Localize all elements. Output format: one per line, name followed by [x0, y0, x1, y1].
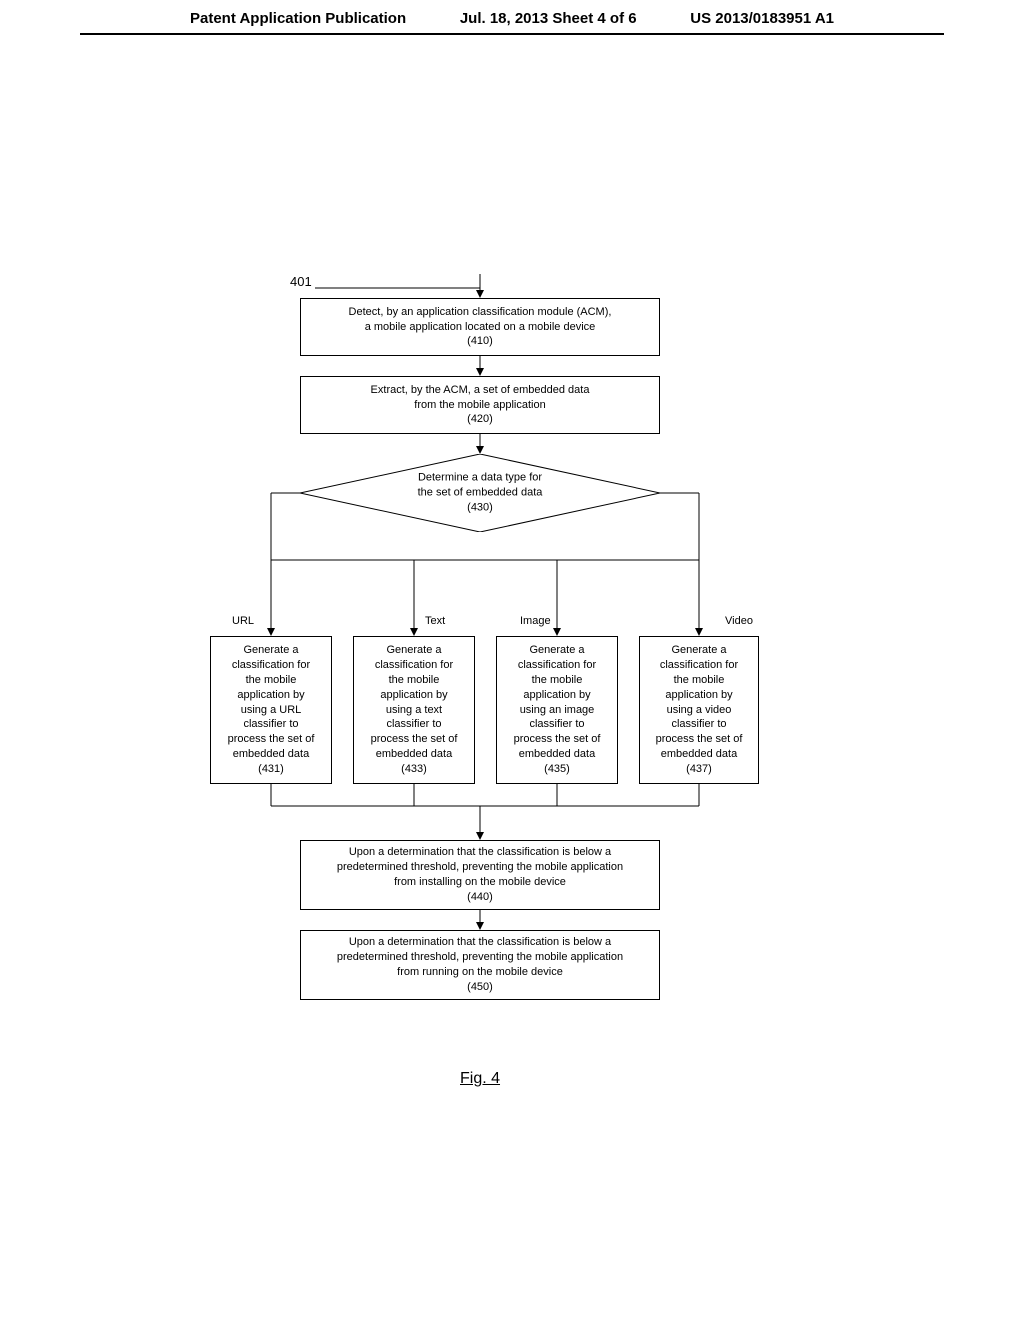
- page-header: Patent Application Publication Jul. 18, …: [80, 0, 944, 35]
- step-410-l2: a mobile application located on a mobile…: [365, 320, 596, 335]
- s433-l7: process the set of: [371, 732, 458, 747]
- arrow-420-430: [476, 434, 484, 456]
- merge-connectors: [200, 784, 770, 844]
- s435-num: (435): [544, 762, 570, 777]
- label-video: Video: [725, 615, 753, 627]
- s440-l2: predetermined threshold, preventing the …: [337, 860, 623, 875]
- s435-l6: classifier to: [529, 717, 584, 732]
- decision-430-l2: the set of embedded data: [300, 486, 660, 501]
- s440-l1: Upon a determination that the classifica…: [349, 845, 611, 860]
- label-url: URL: [232, 615, 254, 627]
- header-right: US 2013/0183951 A1: [690, 10, 834, 27]
- s440-l3: from installing on the mobile device: [394, 875, 566, 890]
- s433-l4: application by: [380, 688, 447, 703]
- decision-430-text: Determine a data type for the set of emb…: [300, 471, 660, 516]
- s437-l5: using a video: [667, 703, 732, 718]
- s435-l3: the mobile: [532, 673, 583, 688]
- step-437: Generate a classification for the mobile…: [639, 636, 759, 784]
- s450-l3: from running on the mobile device: [397, 965, 563, 980]
- arrow-410-420: [476, 356, 484, 378]
- step-450: Upon a determination that the classifica…: [300, 930, 660, 1000]
- s437-l2: classification for: [660, 658, 738, 673]
- s431-l4: application by: [237, 688, 304, 703]
- step-420-num: (420): [467, 412, 493, 427]
- s437-l3: the mobile: [674, 673, 725, 688]
- s431-l2: classification for: [232, 658, 310, 673]
- s435-l1: Generate a: [529, 643, 584, 658]
- s433-l6: classifier to: [386, 717, 441, 732]
- s433-num: (433): [401, 762, 427, 777]
- s437-l6: classifier to: [671, 717, 726, 732]
- s435-l4: application by: [523, 688, 590, 703]
- label-image: Image: [520, 615, 551, 627]
- s437-l8: embedded data: [661, 747, 737, 762]
- s435-l8: embedded data: [519, 747, 595, 762]
- s437-l4: application by: [665, 688, 732, 703]
- step-420-l2: from the mobile application: [414, 398, 545, 413]
- header-left: Patent Application Publication: [190, 10, 406, 27]
- s437-l1: Generate a: [671, 643, 726, 658]
- s450-l1: Upon a determination that the classifica…: [349, 935, 611, 950]
- step-440: Upon a determination that the classifica…: [300, 840, 660, 910]
- s433-l2: classification for: [375, 658, 453, 673]
- s431-l8: embedded data: [233, 747, 309, 762]
- s431-l7: process the set of: [228, 732, 315, 747]
- s450-l2: predetermined threshold, preventing the …: [337, 950, 623, 965]
- decision-430-num: (430): [300, 500, 660, 515]
- s435-l2: classification for: [518, 658, 596, 673]
- s435-l5: using an image: [520, 703, 595, 718]
- ref-401: 401: [290, 274, 312, 289]
- step-410-num: (410): [467, 334, 493, 349]
- step-431: Generate a classification for the mobile…: [210, 636, 332, 784]
- s433-l3: the mobile: [389, 673, 440, 688]
- s431-num: (431): [258, 762, 284, 777]
- s433-l8: embedded data: [376, 747, 452, 762]
- step-410: Detect, by an application classification…: [300, 298, 660, 356]
- decision-430-l1: Determine a data type for: [300, 471, 660, 486]
- s450-num: (450): [467, 980, 493, 995]
- s431-l1: Generate a: [243, 643, 298, 658]
- figure-label: Fig. 4: [460, 1070, 500, 1088]
- step-433: Generate a classification for the mobile…: [353, 636, 475, 784]
- label-text: Text: [425, 615, 445, 627]
- s433-l1: Generate a: [386, 643, 441, 658]
- s440-num: (440): [467, 890, 493, 905]
- step-420: Extract, by the ACM, a set of embedded d…: [300, 376, 660, 434]
- arrow-440-450: [476, 910, 484, 932]
- s435-l7: process the set of: [514, 732, 601, 747]
- s437-l7: process the set of: [656, 732, 743, 747]
- s437-num: (437): [686, 762, 712, 777]
- s431-l6: classifier to: [243, 717, 298, 732]
- s431-l5: using a URL: [241, 703, 302, 718]
- s431-l3: the mobile: [246, 673, 297, 688]
- decision-430: Determine a data type for the set of emb…: [300, 454, 660, 532]
- step-420-l1: Extract, by the ACM, a set of embedded d…: [371, 383, 590, 398]
- header-center: Jul. 18, 2013 Sheet 4 of 6: [460, 10, 637, 27]
- step-410-l1: Detect, by an application classification…: [349, 305, 612, 320]
- step-435: Generate a classification for the mobile…: [496, 636, 618, 784]
- s433-l5: using a text: [386, 703, 442, 718]
